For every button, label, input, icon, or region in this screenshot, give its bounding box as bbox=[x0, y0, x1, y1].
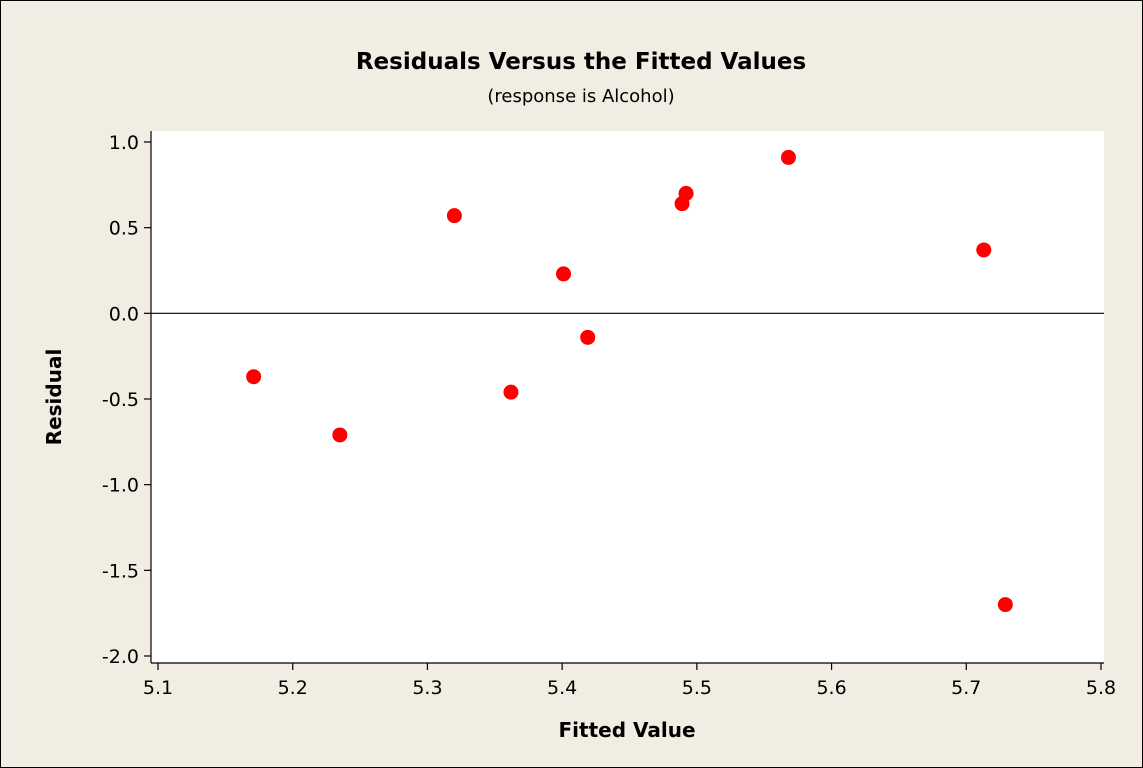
data-point bbox=[446, 208, 462, 224]
plot-area bbox=[151, 131, 1104, 663]
x-axis-label: Fitted Value bbox=[558, 718, 695, 742]
data-point bbox=[780, 149, 796, 165]
x-tick-label: 5.2 bbox=[278, 677, 308, 699]
y-tick-label: 0.5 bbox=[109, 218, 139, 240]
marks-layer: -2.0 -1.5 -1.0 -0.5 0.0 0.5 1.0 5.1 5.2 5.3 5.4 5.5… bbox=[102, 131, 1116, 699]
x-tick-label: 5.3 bbox=[412, 677, 442, 699]
data-point bbox=[503, 384, 519, 400]
chart-title: Residuals Versus the Fitted Values bbox=[356, 49, 806, 75]
y-tick-label: 1.0 bbox=[109, 132, 139, 154]
x-tick-label: 5.4 bbox=[547, 677, 577, 699]
chart-subtitle: (response is Alcohol) bbox=[487, 86, 674, 107]
y-tick-label: -1.5 bbox=[102, 560, 139, 582]
x-tick-label: 5.5 bbox=[682, 677, 712, 699]
data-point bbox=[555, 266, 571, 282]
x-tick-label: 5.8 bbox=[1086, 677, 1116, 699]
x-tick-label: 5.7 bbox=[951, 677, 981, 699]
data-point bbox=[678, 185, 694, 201]
y-tick-label: 0.0 bbox=[109, 303, 139, 325]
y-tick-label: -2.0 bbox=[102, 646, 139, 668]
data-point bbox=[246, 369, 262, 385]
y-tick-label: -1.0 bbox=[102, 475, 139, 497]
y-tick-label: -0.5 bbox=[102, 389, 139, 411]
x-tick-label: 5.1 bbox=[143, 677, 173, 699]
data-point bbox=[332, 427, 348, 443]
data-point bbox=[580, 329, 596, 345]
data-point bbox=[997, 597, 1013, 613]
y-axis-label: Residual bbox=[42, 349, 66, 446]
x-tick-label: 5.6 bbox=[816, 677, 846, 699]
data-point bbox=[976, 242, 992, 258]
